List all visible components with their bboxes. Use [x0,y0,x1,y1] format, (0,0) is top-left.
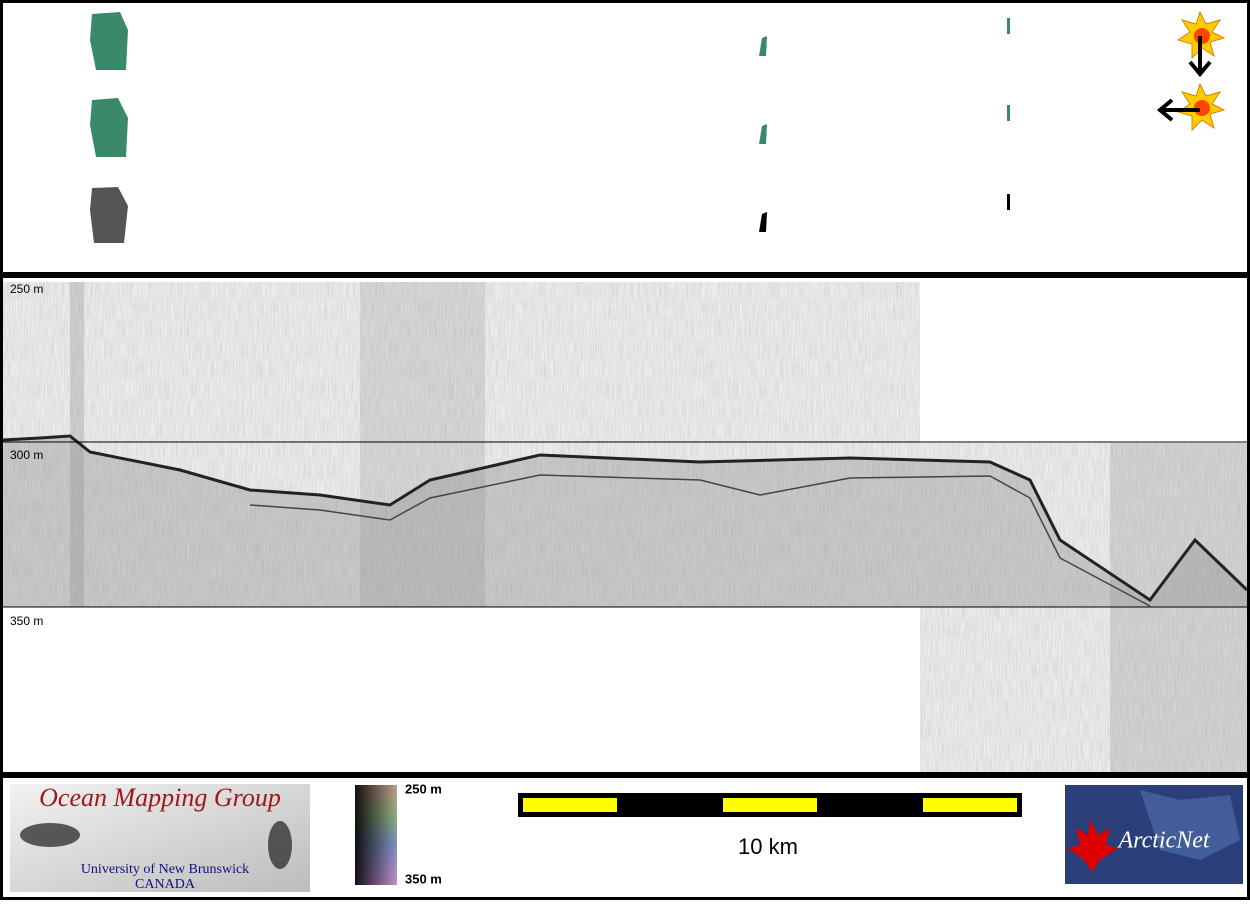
thumbnail [1007,105,1010,121]
logo-country: CANADA [135,877,196,892]
scale-bar [518,793,1022,817]
thumbnail [90,98,128,157]
thumbnail [1007,18,1010,34]
divider [0,772,1250,778]
arcticnet-logo: ArcticNet [1065,785,1243,884]
thumbnail [1007,194,1010,210]
omg-logo: Ocean Mapping Group University of New Br… [10,783,310,892]
scale-label: 10 km [738,834,798,859]
legend-label: 350 m [405,871,442,886]
color-bar-shade [355,785,397,885]
thumbnail [759,124,767,144]
thumbnails [90,12,1010,243]
logo-title: Ocean Mapping Group [39,783,281,812]
depth-label: 300 m [10,448,43,462]
depth-label: 350 m [10,614,43,628]
thumbnail [759,212,767,232]
divider [0,272,1250,278]
sun-icon [1176,10,1226,78]
thumbnail [90,12,128,70]
logo-text: ArcticNet [1116,828,1210,854]
legend-label: 250 m [405,781,442,796]
logo-subtitle: University of New Brunswick [81,862,249,877]
depth-label: 250 m [10,282,43,296]
thumbnail [90,187,128,243]
thumbnail [759,36,767,56]
sun-icon [1156,82,1226,132]
